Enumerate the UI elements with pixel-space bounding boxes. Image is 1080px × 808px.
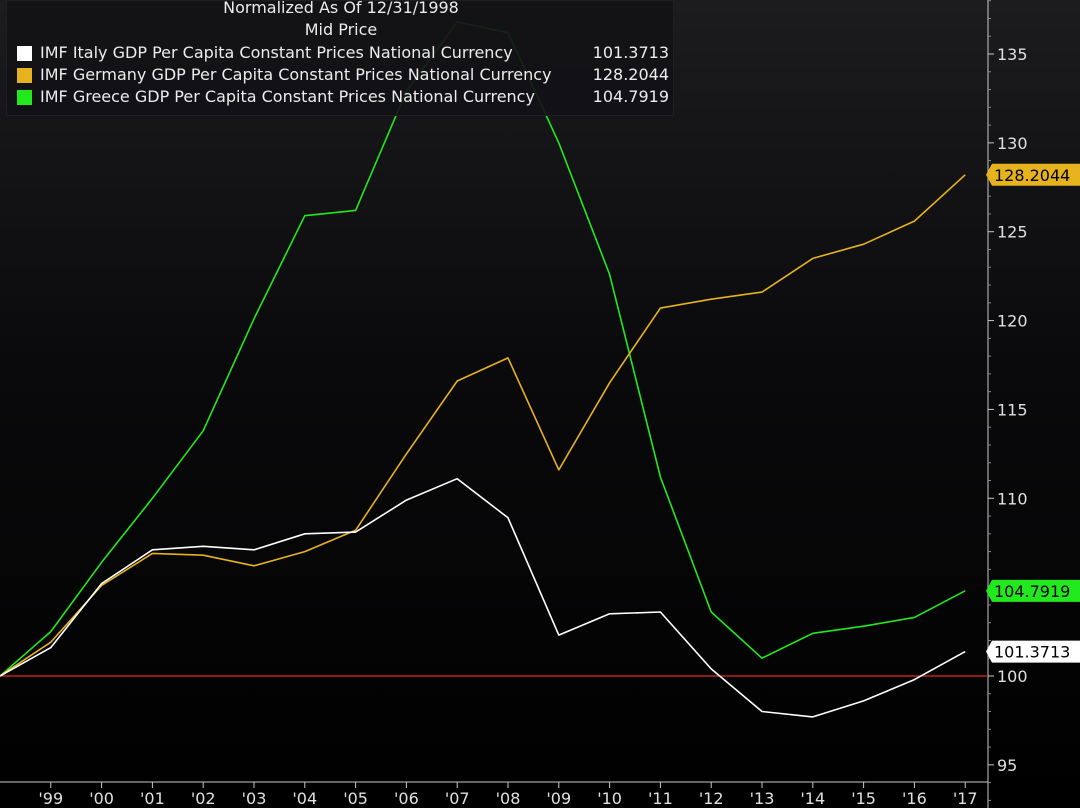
x-tick-label: '13 [750,789,775,808]
legend-label-greece: IMF Greece GDP Per Capita Constant Price… [40,87,535,106]
y-tick-label: 135 [997,45,1028,64]
legend-label-italy: IMF Italy GDP Per Capita Constant Prices… [40,43,513,62]
germany-last-value-label-text: 128.2044 [994,166,1070,185]
x-tick-label: '12 [699,789,724,808]
x-tick-label: '00 [89,789,114,808]
legend: Normalized As Of 12/31/1998 Mid Price IM… [6,0,674,116]
italy-last-value-label-text: 101.3713 [994,643,1070,662]
x-tick-label: '02 [191,789,216,808]
legend-swatch-germany [17,68,32,83]
legend-label-germany: IMF Germany GDP Per Capita Constant Pric… [40,65,552,84]
italy-last-value-label-bg [986,640,1080,663]
y-tick-label: 115 [997,400,1028,419]
x-axis: '99 '00 '01 '02 '03 '04 '05 '06 '07 '08 '09 '10 '11 '… [0,781,988,808]
italy-line [0,477,966,718]
x-tick-label: '11 [648,789,673,808]
y-tick-label: 130 [997,134,1028,153]
greece-last-value-label-text: 104.7919 [994,582,1070,601]
x-tick-label: '06 [394,789,419,808]
y-axis: 95100105110115120125130135 [987,0,1028,808]
x-tick-label: '07 [445,789,470,808]
legend-item-greece: IMF Greece GDP Per Capita Constant Price… [17,87,669,107]
germany-last-value-label-bg [986,163,1080,186]
legend-item-italy: IMF Italy GDP Per Capita Constant Prices… [17,43,669,63]
x-tick-label: '04 [292,789,317,808]
germany-last-value-label: 128.2044 [986,163,1080,186]
legend-swatch-greece [17,90,32,105]
x-tick-label: '03 [242,789,267,808]
x-tick-label: '14 [800,789,825,808]
y-tick-label: 120 [997,312,1028,331]
italy-last-value-label: 101.3713 [986,640,1080,663]
legend-value-italy: 101.3713 [592,43,669,62]
x-tick-label: '09 [546,789,571,808]
x-tick-label: '99 [38,789,63,808]
y-tick-label: 100 [997,667,1028,686]
x-tick-label: '01 [140,789,165,808]
x-tick-label: '05 [343,789,368,808]
last-value-labels: 128.2044 104.7919 101.3713 [986,163,1080,663]
x-tick-label: '08 [496,789,521,808]
x-tick-label: '16 [902,789,927,808]
y-tick-label: 110 [997,489,1028,508]
legend-swatch-italy [17,46,32,61]
legend-item-germany: IMF Germany GDP Per Capita Constant Pric… [17,65,669,85]
y-tick-label: 95 [997,756,1017,775]
legend-value-germany: 128.2044 [592,65,669,84]
greece-last-value-label-bg [986,579,1080,602]
germany-line [0,174,966,677]
greece-last-value-label: 104.7919 [986,579,1080,602]
legend-value-greece: 104.7919 [592,87,669,106]
x-tick-label: '15 [851,789,876,808]
legend-title: Normalized As Of 12/31/1998 [223,0,459,17]
y-tick-label: 125 [997,223,1028,242]
legend-subtitle: Mid Price [304,20,378,39]
x-tick-label: '10 [597,789,622,808]
x-tick-label: '17 [953,789,978,808]
